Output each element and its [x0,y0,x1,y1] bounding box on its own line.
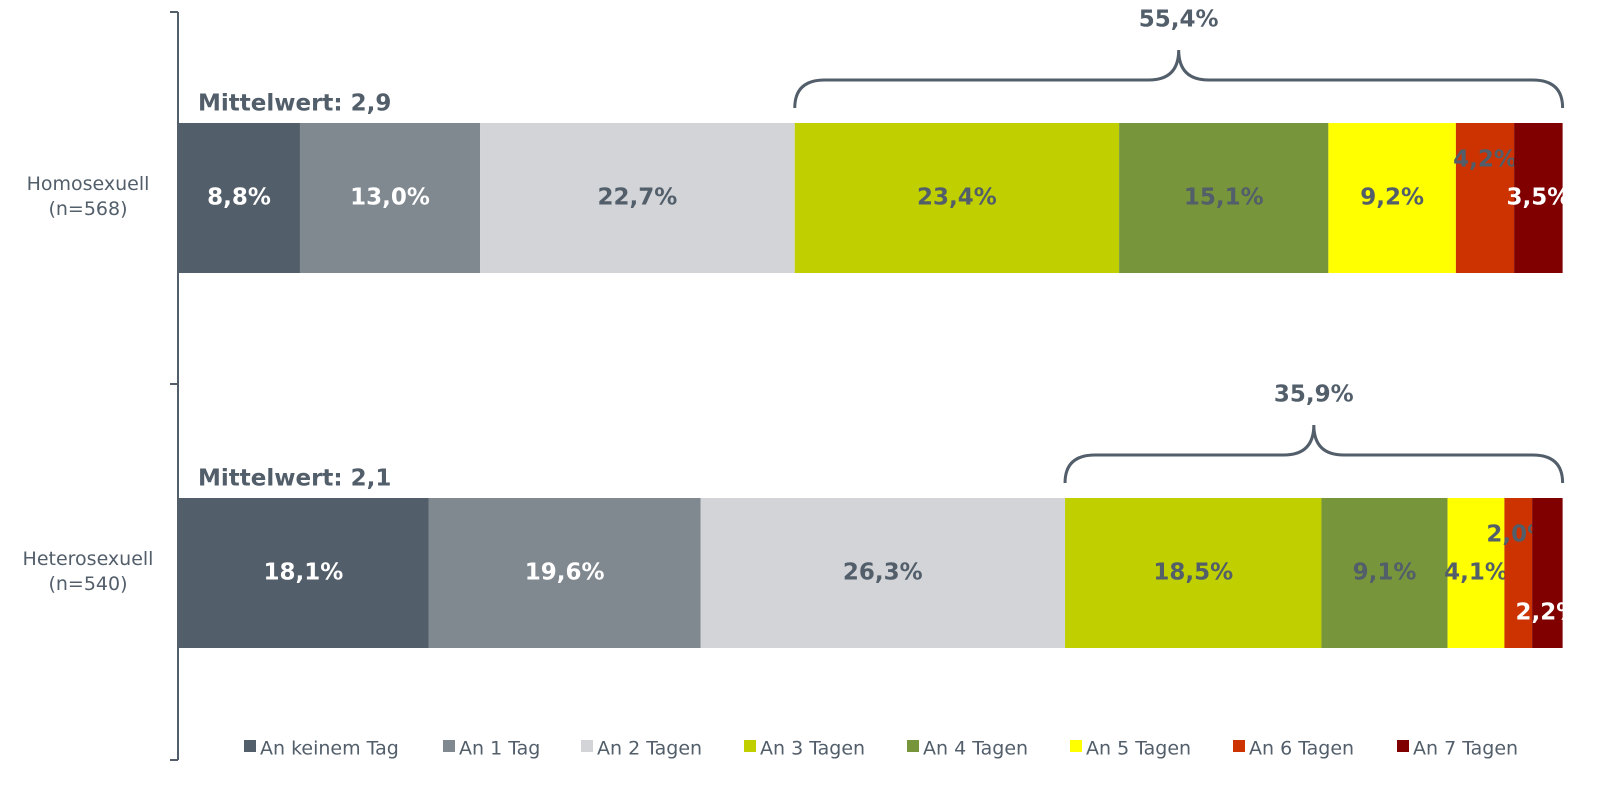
bar-segment [1321,498,1448,648]
value-label: 19,6% [525,560,605,586]
bar-segment [1328,123,1456,273]
category-label: Homosexuell (n=568) [26,173,150,220]
bar-segment [1504,498,1533,648]
bar-segment [700,498,1066,648]
value-label: 4,2% [1453,147,1517,173]
legend-swatch [1397,740,1409,752]
legend-label: An 5 Tagen [1086,738,1191,760]
mean-label: Mittelwert: 2,9 [198,91,391,117]
bracket-label: 55,4% [1139,7,1219,33]
bar-segment [1065,498,1322,648]
bar-segment [178,123,300,273]
legend-swatch [581,740,593,752]
bar-segment [428,498,701,648]
value-label: 9,1% [1353,560,1417,586]
bar-segment [1514,123,1563,273]
value-label: 3,5% [1506,185,1570,211]
value-label: 18,1% [264,560,344,586]
bar-segment [794,123,1120,273]
bar-segment [1119,123,1329,273]
value-label: 26,3% [843,560,923,586]
value-label: 22,7% [598,185,678,211]
bracket-label: 35,9% [1274,382,1354,408]
value-label: 9,2% [1360,185,1424,211]
legend-label: An 4 Tagen [923,738,1028,760]
mean-label: Mittelwert: 2,1 [198,466,391,492]
value-label: 8,8% [207,185,271,211]
bar-segment [1532,498,1563,648]
legend-swatch [443,740,455,752]
legend-swatch [1070,740,1082,752]
legend-label: An 6 Tagen [1249,738,1354,760]
category-label: Heterosexuell (n=540) [22,548,154,595]
bar-segment [299,123,481,273]
legend-label: An 2 Tagen [597,738,702,760]
value-label: 15,1% [1184,185,1264,211]
value-label: 13,0% [350,185,430,211]
bar-segment [1455,123,1515,273]
value-label: 23,4% [917,185,997,211]
bracket [793,49,1565,109]
bar-segment [1447,498,1505,648]
legend-swatch [244,740,256,752]
value-label: 2,2% [1515,600,1579,626]
bracket [1063,424,1565,484]
legend-label: An 7 Tagen [1413,738,1518,760]
legend-label: An keinem Tag [260,738,399,760]
bar-segment [178,498,429,648]
legend-swatch [744,740,756,752]
value-label: 18,5% [1153,560,1233,586]
legend-label: An 3 Tagen [760,738,865,760]
value-label: 4,1% [1444,560,1508,586]
legend-label: An 1 Tag [459,738,540,760]
legend-swatch [1233,740,1245,752]
bar-segment [480,123,795,273]
legend-swatch [907,740,919,752]
